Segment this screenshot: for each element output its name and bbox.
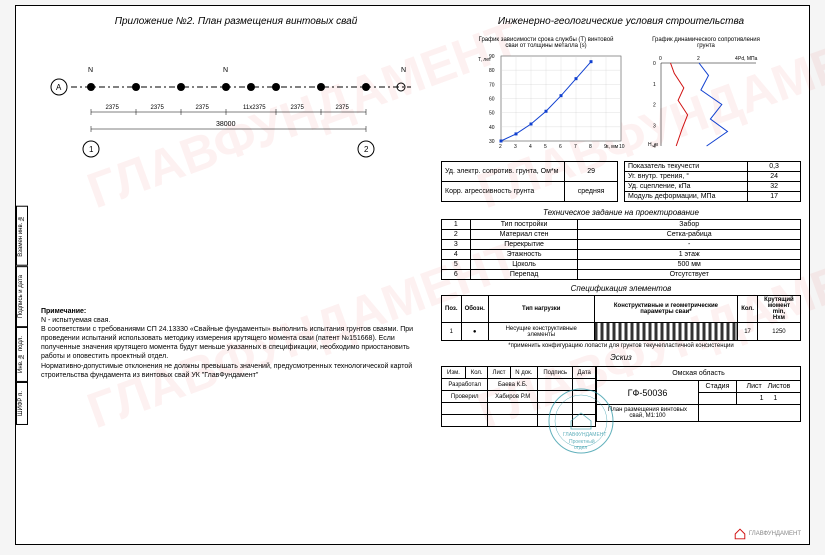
svg-text:2375: 2375 — [196, 105, 210, 111]
svg-text:70: 70 — [489, 82, 495, 88]
svg-text:3: 3 — [514, 144, 517, 150]
svg-text:2375: 2375 — [336, 105, 350, 111]
spec-title: Спецификация элементов — [441, 284, 801, 293]
stamp-left-table: Изм.Кол.ЛистN док.ПодписьДата Разработал… — [441, 366, 596, 427]
svg-text:1: 1 — [653, 82, 656, 88]
svg-text:30: 30 — [489, 139, 495, 145]
side-tabs: Взамен инв. № Подпись и дата Инв. № подл… — [16, 206, 28, 425]
left-panel: Приложение №2. План размещения винтовых … — [41, 16, 431, 380]
svg-text:Pd, МПа: Pd, МПа — [738, 56, 758, 62]
svg-text:N: N — [88, 67, 93, 74]
svg-text:7: 7 — [574, 144, 577, 150]
svg-text:50: 50 — [489, 111, 495, 117]
footer-logo: ГЛАВФУНДАМЕНТ — [734, 528, 801, 540]
svg-text:2375: 2375 — [106, 105, 120, 111]
svg-text:80: 80 — [489, 68, 495, 74]
svg-text:2375: 2375 — [151, 105, 165, 111]
svg-text:s, мм: s, мм — [606, 144, 619, 150]
svg-text:N: N — [401, 67, 406, 74]
chart2-svg: 02401234H, мPd, МПа — [646, 51, 766, 151]
table-tz: 1Тип постройкиЗабор2Материал стенСетка-р… — [441, 219, 801, 280]
note-line: В соответствии с требованиями СП 24.1333… — [41, 326, 413, 360]
right-panel: Инженерно-геологические условия строител… — [441, 16, 801, 427]
stamp-right-table: Омская область ГФ-50036СтадияЛист Листов… — [596, 366, 801, 422]
svg-text:А: А — [56, 83, 62, 92]
note-line: Нормативно-допустимые отклонения не долж… — [41, 363, 412, 379]
svg-text:3: 3 — [653, 123, 656, 129]
title-block: Изм.Кол.ЛистN док.ПодписьДата Разработал… — [441, 366, 801, 427]
svg-text:60: 60 — [489, 97, 495, 103]
svg-text:2: 2 — [499, 144, 502, 150]
table-geo1: Уд. электр. сопротив. грунта, Ом*м29Корр… — [441, 161, 618, 202]
chart1-svg: 304050607080902345678910T, летs, мм — [476, 51, 626, 151]
note-title: Примечание: — [41, 308, 86, 315]
tz-title: Техническое задание на проектирование — [441, 208, 801, 217]
svg-text:38000: 38000 — [216, 121, 236, 128]
table-spec: Поз.Обозн.Тип нагрузкиКонструктивные и г… — [441, 295, 801, 341]
svg-text:5: 5 — [544, 144, 547, 150]
charts-row: График зависимости срока службы (Т) винт… — [441, 37, 801, 153]
left-title: Приложение №2. План размещения винтовых … — [41, 16, 431, 27]
svg-text:T, лет: T, лет — [478, 57, 492, 63]
svg-text:40: 40 — [489, 125, 495, 131]
side-tab: Подпись и дата — [16, 266, 28, 327]
svg-text:0: 0 — [653, 61, 656, 67]
side-tab: ШИФР п. — [16, 382, 28, 425]
sketch-title: Эскиз — [441, 353, 801, 362]
geo-title: Инженерно-геологические условия строител… — [441, 16, 801, 27]
svg-text:2: 2 — [364, 145, 369, 154]
document-page: ГЛАВФУНДАМЕНТ ГЛАВФУНДАМЕНТ ГЛАВФУНДАМЕН… — [15, 5, 810, 545]
svg-text:отдел: отдел — [574, 445, 587, 451]
svg-text:1: 1 — [89, 145, 94, 154]
svg-text:N: N — [223, 67, 228, 74]
svg-text:Проектный: Проектный — [569, 438, 595, 445]
svg-text:2: 2 — [653, 103, 656, 109]
plan-svg: А N N N 2375 2375 2375 11x2375 2375 2375 38000 1 2 — [41, 57, 431, 187]
svg-text:2: 2 — [697, 56, 700, 62]
svg-text:0: 0 — [659, 56, 662, 62]
note-line: N - испытуемая свая. — [41, 317, 110, 324]
side-tab: Взамен инв. № — [16, 206, 28, 266]
svg-text:H, м: H, м — [648, 142, 658, 148]
side-tab: Инв. № подл. — [16, 327, 28, 382]
svg-text:ГЛАВФУНДАМЕНТ: ГЛАВФУНДАМЕНТ — [563, 432, 606, 438]
svg-text:6: 6 — [559, 144, 562, 150]
pile-plan: А N N N 2375 2375 2375 11x2375 2375 2375 38000 1 2 — [41, 57, 431, 177]
chart1: График зависимости срока службы (Т) винт… — [476, 37, 626, 153]
svg-text:4: 4 — [529, 144, 532, 150]
chart2: График динамического сопротивления грунт… — [646, 37, 766, 153]
house-icon — [734, 528, 746, 540]
svg-text:11x2375: 11x2375 — [243, 105, 266, 111]
note-block: Примечание: N - испытуемая свая. В соотв… — [41, 307, 431, 380]
table-geo2: Показатель текучести0,3Уг. внутр. трения… — [624, 161, 801, 202]
chart2-title: График динамического сопротивления грунт… — [646, 37, 766, 49]
svg-text:8: 8 — [589, 144, 592, 150]
svg-text:10: 10 — [619, 144, 625, 150]
logo-text: ГЛАВФУНДАМЕНТ — [749, 531, 801, 537]
geo-tables: Уд. электр. сопротив. грунта, Ом*м29Корр… — [441, 161, 801, 202]
chart1-title: График зависимости срока службы (Т) винт… — [476, 37, 616, 49]
svg-text:2375: 2375 — [291, 105, 305, 111]
spec-footnote: *применить конфигурацию лопасти для грун… — [441, 343, 801, 349]
